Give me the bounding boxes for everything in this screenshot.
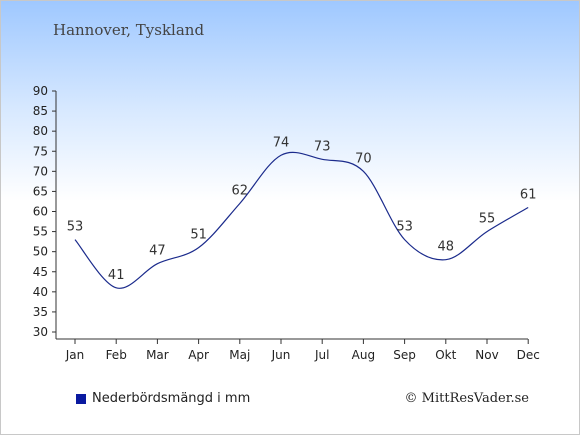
data-label: 51 bbox=[190, 228, 207, 243]
y-tick-label: 45 bbox=[33, 265, 48, 279]
data-label: 53 bbox=[67, 220, 84, 235]
x-tick-label: Maj bbox=[229, 348, 250, 362]
x-axis-ticks: Jan Feb Mar Apr Maj Jun Jul Aug Sep Okt Nov Dec bbox=[65, 339, 540, 362]
y-tick-label: 85 bbox=[33, 104, 48, 118]
x-tick-label: Nov bbox=[475, 348, 498, 362]
data-label: 70 bbox=[355, 151, 372, 166]
y-tick-label: 35 bbox=[33, 305, 48, 319]
data-labels: 53 41 47 51 62 74 73 70 53 48 55 61 bbox=[67, 135, 537, 283]
x-tick-label: Dec bbox=[517, 348, 540, 362]
data-label: 47 bbox=[149, 244, 166, 259]
x-tick-label: Sep bbox=[393, 348, 416, 362]
data-label: 55 bbox=[479, 212, 496, 227]
y-tick-label: 65 bbox=[33, 184, 48, 198]
chart-title: Hannover, Tyskland bbox=[53, 21, 205, 39]
credit-text: © MittResVader.se bbox=[404, 391, 529, 406]
x-tick-label: Jun bbox=[271, 348, 291, 362]
axes bbox=[55, 91, 528, 340]
data-label: 62 bbox=[232, 183, 249, 198]
x-tick-label: Apr bbox=[188, 348, 209, 362]
y-tick-label: 75 bbox=[33, 144, 48, 158]
data-label: 73 bbox=[314, 139, 331, 154]
y-tick-label: 50 bbox=[33, 245, 48, 259]
x-tick-label: Feb bbox=[106, 348, 127, 362]
x-tick-label: Aug bbox=[352, 348, 375, 362]
y-tick-label: 55 bbox=[33, 225, 48, 239]
legend-swatch bbox=[76, 393, 86, 404]
series-line bbox=[74, 151, 529, 289]
y-tick-label: 70 bbox=[33, 164, 48, 178]
y-tick-label: 40 bbox=[33, 285, 48, 299]
y-tick-label: 90 bbox=[33, 84, 48, 98]
legend: Nederbördsmängd i mm bbox=[76, 391, 250, 406]
x-tick-label: Okt bbox=[435, 348, 456, 362]
series-group bbox=[74, 151, 529, 289]
data-label: 41 bbox=[108, 268, 125, 283]
data-label: 53 bbox=[396, 220, 413, 235]
data-label: 48 bbox=[438, 240, 455, 255]
x-tick-label: Jan bbox=[65, 348, 85, 362]
data-label: 74 bbox=[273, 135, 290, 150]
y-tick-label: 30 bbox=[33, 325, 48, 339]
x-tick-label: Mar bbox=[146, 348, 169, 362]
data-label: 61 bbox=[520, 187, 537, 202]
y-tick-label: 80 bbox=[33, 124, 48, 138]
y-tick-label: 60 bbox=[33, 205, 48, 219]
y-axis-ticks: 30 35 40 45 50 55 60 65 70 75 80 85 90 bbox=[33, 84, 56, 339]
legend-label: Nederbördsmängd i mm bbox=[92, 391, 251, 406]
x-tick-label: Jul bbox=[314, 348, 329, 362]
